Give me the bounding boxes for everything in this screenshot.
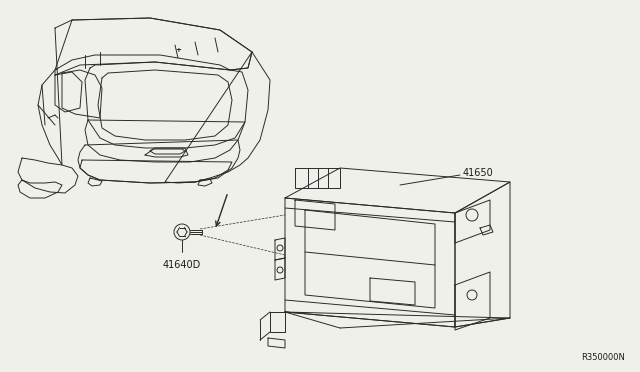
Text: 41640D: 41640D	[163, 260, 201, 270]
Text: +: +	[175, 47, 181, 53]
Text: R350000N: R350000N	[581, 353, 625, 362]
Text: 41650: 41650	[463, 168, 493, 178]
